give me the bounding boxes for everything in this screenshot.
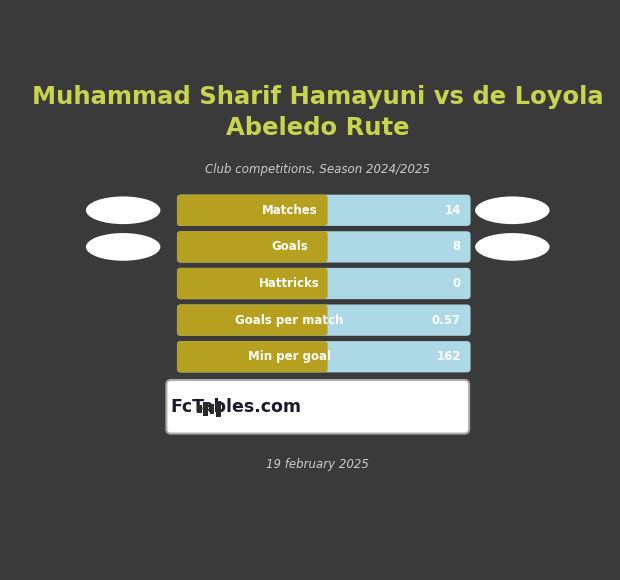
FancyBboxPatch shape	[203, 403, 208, 416]
Text: Club competitions, Season 2024/2025: Club competitions, Season 2024/2025	[205, 164, 430, 176]
Text: Matches: Matches	[262, 204, 317, 217]
Text: 162: 162	[436, 350, 461, 363]
Text: Min per goal: Min per goal	[248, 350, 331, 363]
Text: 0.57: 0.57	[432, 314, 461, 327]
Ellipse shape	[86, 197, 161, 224]
FancyBboxPatch shape	[210, 404, 215, 414]
Ellipse shape	[475, 233, 549, 261]
Text: Goals per match: Goals per match	[235, 314, 343, 327]
Text: FcTables.com: FcTables.com	[170, 398, 301, 416]
FancyBboxPatch shape	[177, 231, 471, 263]
FancyBboxPatch shape	[216, 401, 221, 417]
FancyBboxPatch shape	[177, 341, 471, 372]
FancyBboxPatch shape	[177, 195, 471, 226]
FancyBboxPatch shape	[177, 304, 471, 336]
FancyBboxPatch shape	[177, 268, 327, 299]
Text: 14: 14	[445, 204, 461, 217]
Text: Muhammad Sharif Hamayuni vs de Loyola
Abeledo Rute: Muhammad Sharif Hamayuni vs de Loyola Ab…	[32, 85, 603, 140]
FancyBboxPatch shape	[177, 195, 327, 226]
Text: Goals: Goals	[271, 240, 308, 253]
Ellipse shape	[475, 197, 549, 224]
Text: 8: 8	[453, 240, 461, 253]
FancyBboxPatch shape	[177, 304, 327, 336]
Text: Hattricks: Hattricks	[259, 277, 320, 290]
Text: 0: 0	[453, 277, 461, 290]
FancyBboxPatch shape	[166, 380, 469, 434]
Text: 19 february 2025: 19 february 2025	[267, 458, 369, 472]
FancyBboxPatch shape	[177, 231, 327, 263]
Ellipse shape	[86, 233, 161, 261]
FancyBboxPatch shape	[177, 341, 327, 372]
FancyBboxPatch shape	[177, 268, 471, 299]
FancyBboxPatch shape	[197, 405, 202, 413]
